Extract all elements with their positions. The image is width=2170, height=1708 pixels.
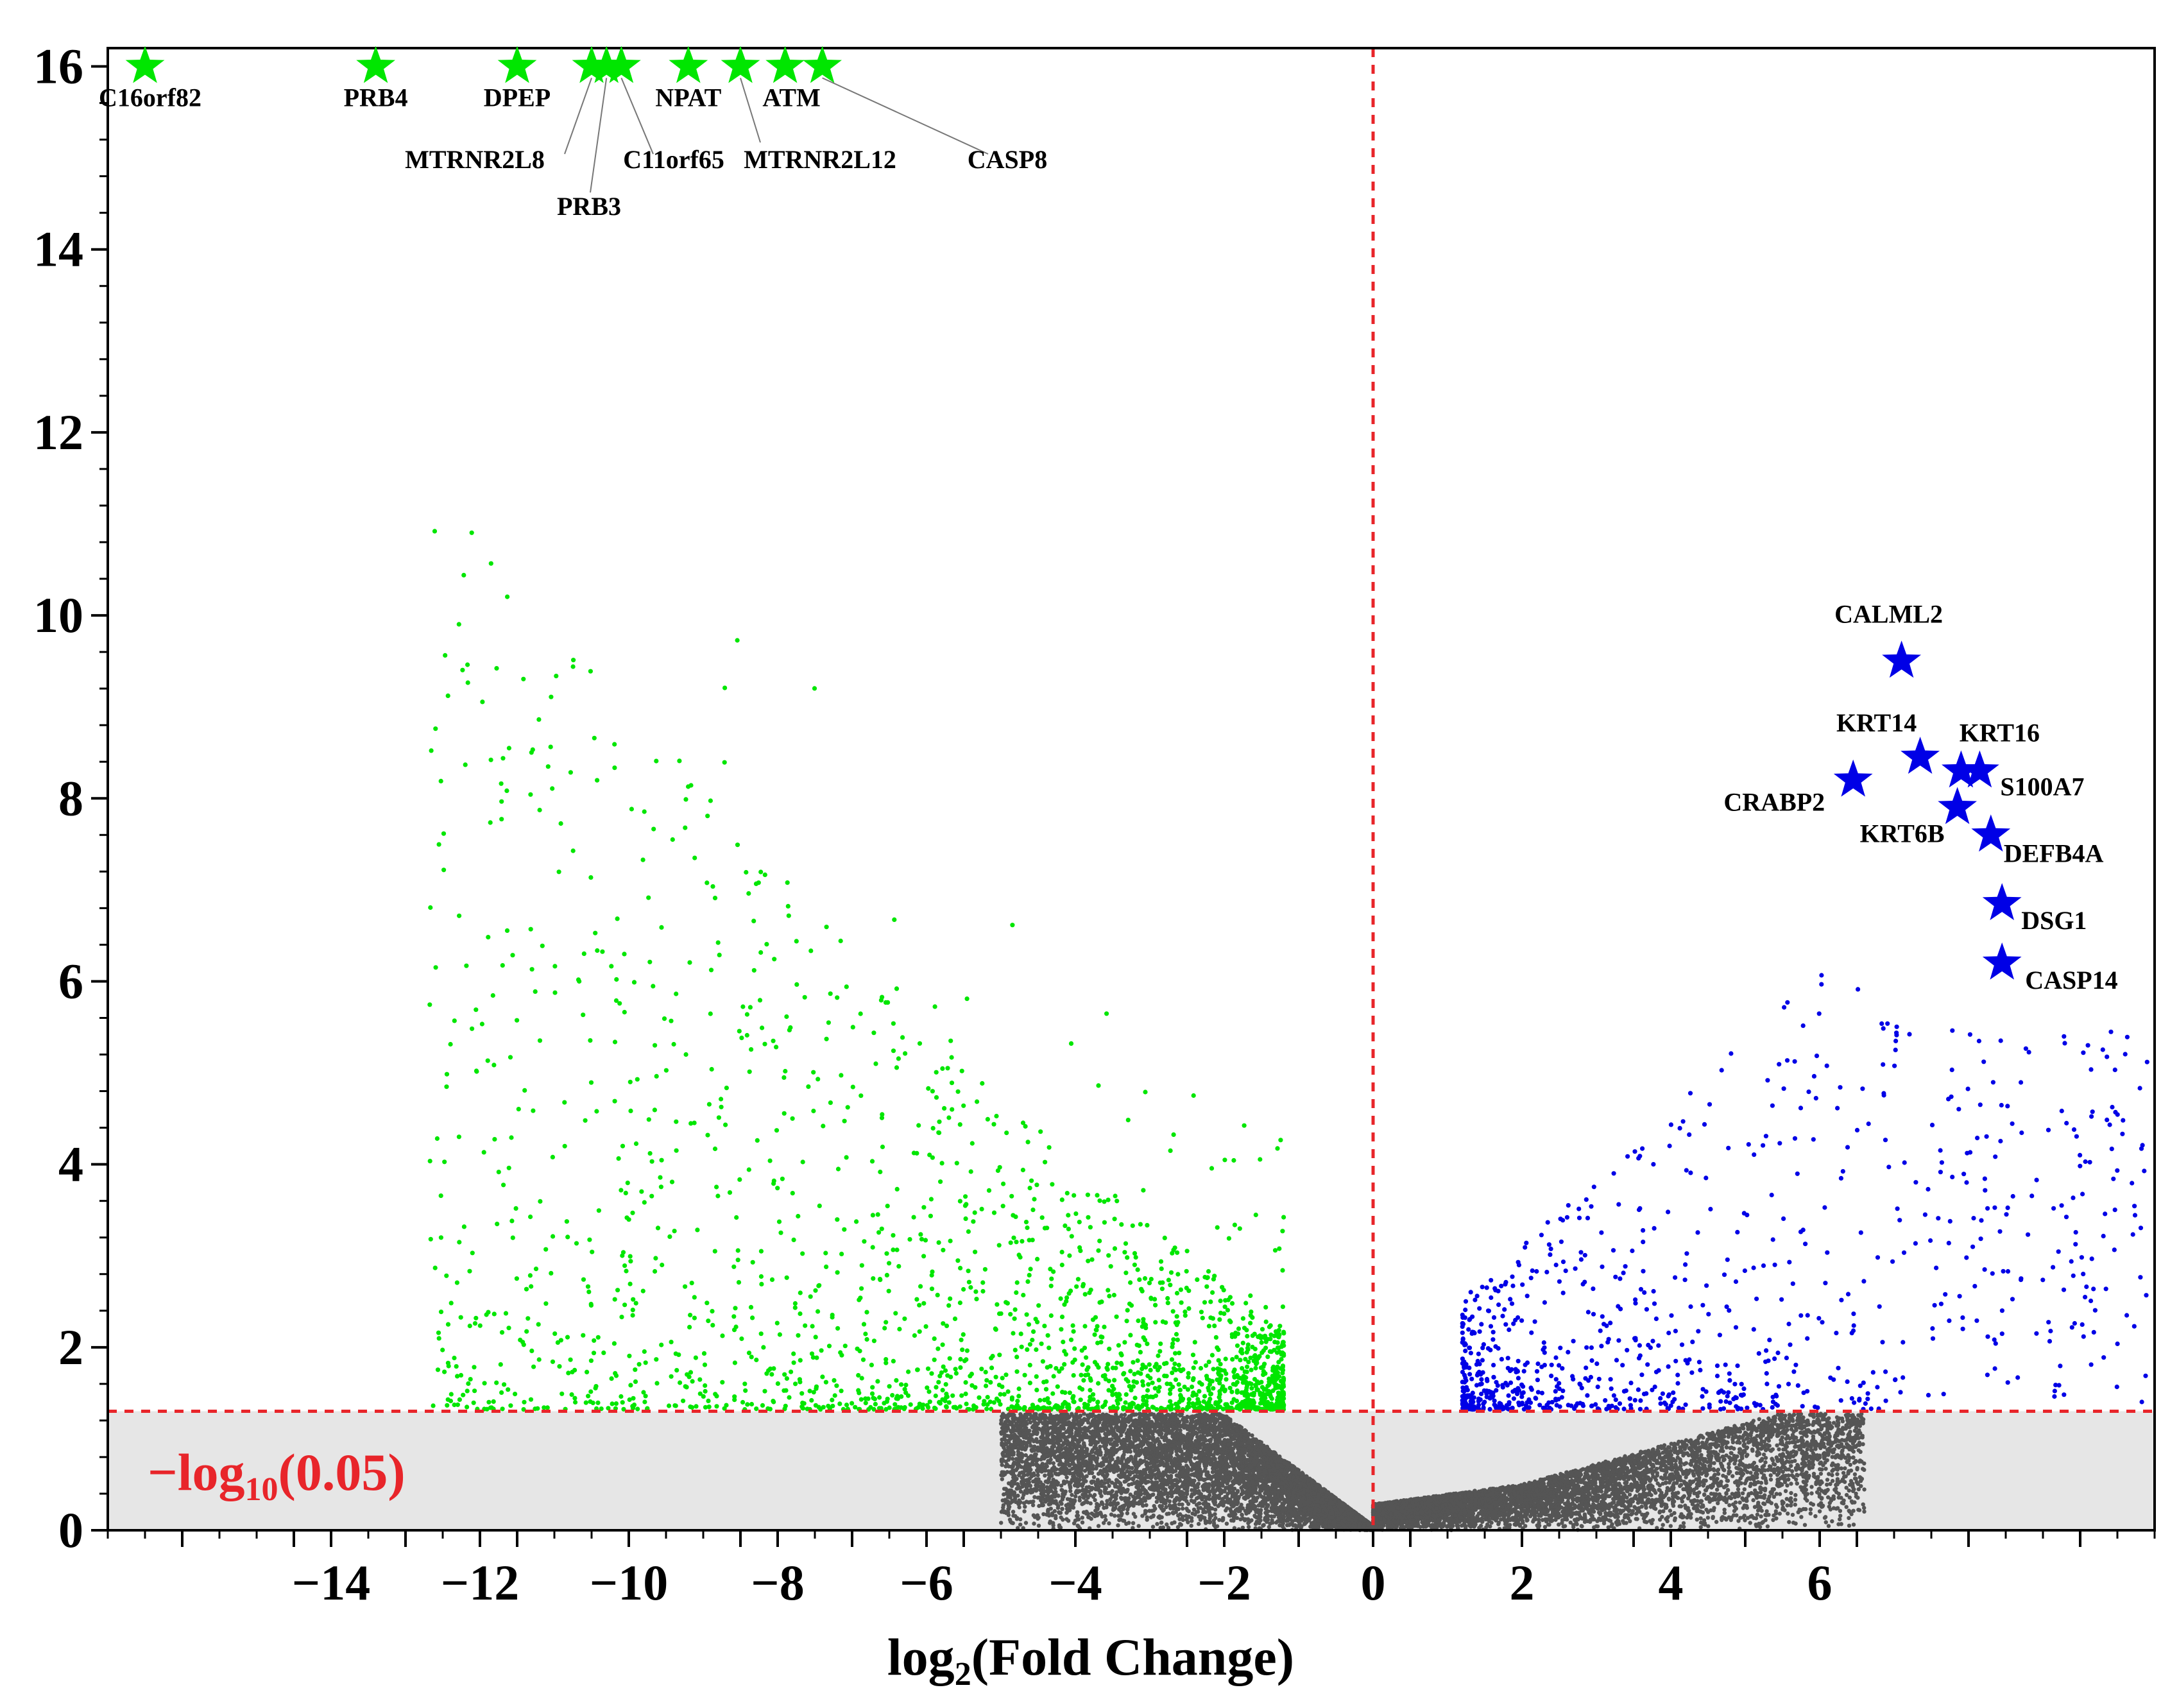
gene-point <box>1769 1501 1773 1505</box>
gene-point <box>1060 1507 1064 1511</box>
gene-point <box>1022 1509 1027 1514</box>
gene-point <box>1838 1514 1843 1518</box>
gene-point <box>1758 1490 1763 1495</box>
gene-point <box>1018 1489 1023 1494</box>
gene-point <box>1748 1482 1753 1486</box>
gene-point <box>1784 1444 1790 1449</box>
gene-point <box>1000 1437 1004 1442</box>
gene-point <box>1667 1480 1671 1485</box>
gene-point <box>1835 1472 1840 1476</box>
gene-point <box>1017 1505 1021 1510</box>
gene-point <box>1655 1466 1659 1471</box>
gene-point <box>1480 1519 1485 1524</box>
gene-point <box>1136 1524 1141 1528</box>
gene-point <box>1224 1521 1229 1526</box>
gene-point <box>1213 1507 1218 1512</box>
gene-point <box>1023 1505 1027 1509</box>
gene-point <box>1725 1488 1730 1492</box>
gene-point <box>1790 1473 1795 1478</box>
gene-point <box>1802 1523 1807 1527</box>
gene-point <box>1080 1520 1085 1524</box>
gene-point <box>1771 1517 1775 1523</box>
gene-point <box>1727 1465 1731 1470</box>
gene-point <box>1824 1467 1828 1471</box>
gene-point <box>1096 1524 1101 1528</box>
gene-point <box>1751 1498 1756 1503</box>
gene-point <box>1007 1481 1011 1485</box>
gene-point <box>1039 1457 1043 1462</box>
gene-point <box>1668 1508 1673 1513</box>
points-layer <box>427 529 2149 1532</box>
gene-point <box>1140 1514 1145 1518</box>
gene-point <box>1579 1524 1584 1528</box>
gene-point <box>1247 1524 1251 1529</box>
gene-point <box>1698 1516 1703 1521</box>
gene-point <box>1851 1455 1856 1460</box>
gene-point <box>1059 1483 1064 1488</box>
gene-point <box>1841 1471 1846 1475</box>
gene-point <box>1181 1507 1185 1511</box>
gene-point <box>1839 1466 1843 1471</box>
gene-point <box>1155 1522 1159 1526</box>
gene-point <box>1809 1491 1814 1496</box>
gene-point <box>1021 1501 1027 1505</box>
gene-point <box>1177 1502 1182 1507</box>
gene-point <box>1125 1511 1130 1516</box>
gene-point <box>1075 1514 1079 1518</box>
gene-point <box>1856 1448 1861 1453</box>
gene-point <box>1075 1510 1080 1515</box>
gene-point <box>1165 1522 1169 1527</box>
gene-point <box>1793 1492 1798 1498</box>
gene-point <box>1774 1516 1779 1521</box>
gene-point <box>1793 1502 1797 1507</box>
gene-point <box>1818 1471 1824 1476</box>
gene-point <box>1838 1508 1843 1513</box>
gene-point <box>1828 1507 1833 1512</box>
gene-point <box>1714 1487 1720 1492</box>
gene-point <box>1665 1519 1670 1524</box>
gene-point <box>1730 1474 1735 1478</box>
gene-point <box>1714 1519 1719 1524</box>
gene-point <box>1716 1501 1720 1505</box>
gene-point <box>1736 1519 1741 1523</box>
gene-point <box>1627 1492 1632 1497</box>
gene-point <box>1847 1523 1852 1528</box>
gene-point <box>1034 1458 1039 1463</box>
gene-point <box>1799 1515 1804 1519</box>
gene-point <box>1849 1479 1854 1483</box>
gene-point <box>1824 1520 1828 1524</box>
gene-point <box>1098 1489 1103 1494</box>
gene-point <box>1759 1508 1764 1513</box>
gene-point <box>1678 1483 1682 1489</box>
gene-point <box>1213 1512 1217 1517</box>
gene-point <box>1109 1437 1114 1442</box>
gene-point <box>1809 1501 1813 1506</box>
gene-point <box>1070 1492 1074 1498</box>
gene-point <box>1030 1503 1036 1508</box>
gene-point <box>1789 1499 1794 1505</box>
gene-point <box>1018 1523 1023 1527</box>
gene-point <box>1000 1477 1005 1482</box>
gene-point <box>1043 1473 1047 1478</box>
gene-point <box>1830 1478 1835 1483</box>
gene-point <box>1000 1463 1004 1467</box>
gene-point <box>1211 1480 1215 1485</box>
gene-point <box>1862 1505 1867 1510</box>
gene-point <box>1844 1505 1849 1509</box>
